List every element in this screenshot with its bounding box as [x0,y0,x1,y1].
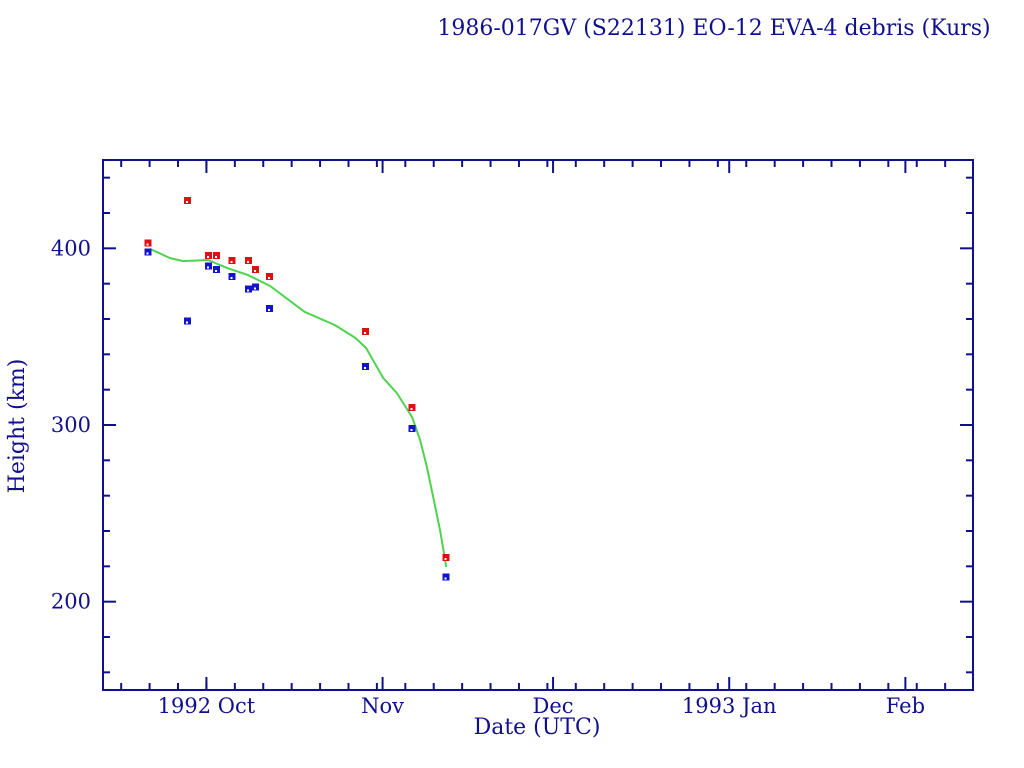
red-squares-marker [213,251,221,259]
blue-squares-marker-notch [410,429,413,432]
x-tick-label: Nov [361,694,404,718]
red-squares-marker-notch [146,243,149,246]
red-squares-marker-notch [253,270,256,273]
red-squares-marker-notch [444,558,447,560]
red-squares-marker-notch [207,255,210,258]
blue-squares-marker-notch [146,252,149,255]
red-squares-marker-notch [410,407,413,410]
blue-squares-marker [205,262,213,270]
blue-squares-marker [362,363,370,371]
plot-frame [102,159,974,691]
blue-squares-marker-notch [186,321,189,324]
blue-squares-marker [442,573,450,581]
blue-squares-marker [184,317,192,325]
red-squares-marker-notch [215,255,218,258]
red-squares-marker [408,403,416,411]
prediction-line [149,248,448,568]
x-tick-label: 1993 Jan [682,694,777,718]
blue-squares-marker [144,248,152,256]
y-tick-label: 200 [51,590,91,614]
red-squares-marker [144,239,152,247]
red-squares-marker [184,197,192,205]
blue-squares-marker [228,273,236,281]
y-tick-label: 400 [51,236,91,260]
red-squares-marker [205,251,213,259]
y-tick-label: 300 [51,413,91,437]
red-squares-marker-notch [186,201,189,204]
red-squares-marker-notch [246,261,249,264]
blue-squares-marker-notch [246,289,249,292]
x-tick-label: Feb [886,694,925,718]
blue-squares-marker-notch [364,367,367,370]
x-tick-label: 1992 Oct [158,694,256,718]
red-squares-marker [362,327,370,335]
blue-squares-marker-notch [230,277,233,280]
red-squares-marker-notch [267,277,270,280]
x-axis-label: Date (UTC) [473,715,601,740]
red-squares-marker [228,257,236,265]
red-squares-marker [244,257,252,265]
blue-squares-marker-notch [444,577,447,580]
blue-squares-marker-notch [253,287,256,290]
red-squares-marker [265,273,273,281]
blue-squares-marker-notch [207,266,210,269]
blue-squares-marker [251,283,259,291]
blue-squares-marker [213,266,221,274]
red-squares-marker-notch [230,261,233,264]
blue-squares-marker [244,285,252,293]
chart-title: 1986-017GV (S22131) EO-12 EVA-4 debris (… [437,16,991,41]
x-tick-label: Dec [533,694,574,718]
red-squares-marker-notch [364,331,367,334]
blue-squares-marker [408,425,416,433]
blue-squares-marker [265,304,273,312]
red-squares-marker [251,266,259,274]
red-squares-marker [442,554,450,561]
blue-squares-marker-notch [215,270,218,273]
blue-squares-marker-notch [267,308,270,311]
